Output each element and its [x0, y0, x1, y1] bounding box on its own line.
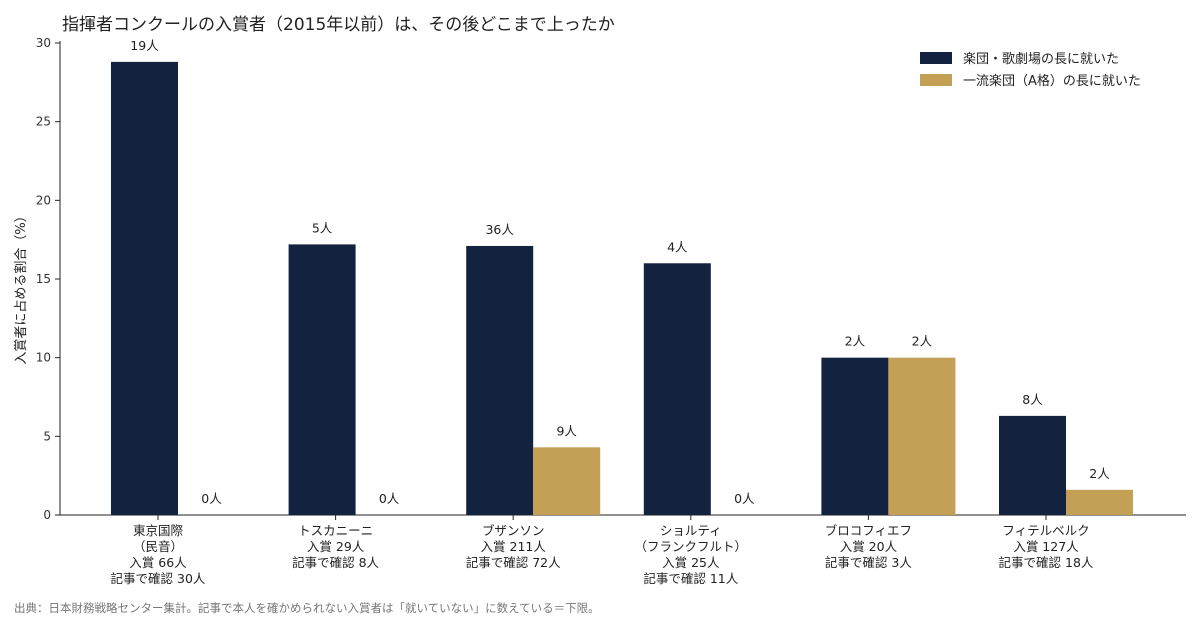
data-label: 19人	[130, 38, 159, 53]
category-label-line: 記事で確認 72人	[466, 555, 561, 570]
category-label-line: 記事で確認 11人	[643, 571, 738, 586]
y-tick-label: 20	[36, 193, 51, 207]
category-label: ブザンソン入賞 211人記事で確認 72人	[466, 523, 561, 570]
chart-title: 指揮者コンクールの入賞者（2015年以前）は、その後どこまで上ったか	[62, 15, 615, 35]
y-tick-label: 0	[43, 508, 51, 522]
data-label: 2人	[845, 334, 866, 349]
data-label: 0人	[201, 491, 222, 506]
data-label: 4人	[667, 239, 688, 254]
legend-swatch	[920, 52, 952, 64]
data-label: 8人	[1022, 392, 1043, 407]
category-label: フィテルベルク入賞 127人記事で確認 18人	[999, 523, 1094, 570]
category-label-line: 入賞 29人	[307, 539, 365, 554]
legend-swatch	[920, 74, 952, 86]
data-labels: 19人 0人 5人 0人 36人 9人 4人 0人 2人 2人 8人 2人	[130, 38, 1110, 506]
category-label: ブロコフィエフ入賞 20人記事で確認 3人	[825, 523, 913, 570]
category-label: ショルティ（フランクフルト）入賞 25人記事で確認 11人	[635, 523, 748, 586]
bar-any-chief	[466, 245, 534, 515]
bar-top-tier-chief	[888, 357, 956, 515]
data-label: 5人	[312, 220, 333, 235]
category-label-line: 記事で確認 3人	[825, 555, 912, 570]
category-label: 東京国際（民音）入賞 66人記事で確認 30人	[111, 523, 206, 586]
bar-any-chief	[643, 263, 711, 515]
bar-any-chief	[821, 357, 889, 515]
y-tick-label: 30	[36, 36, 51, 50]
y-tick-label: 25	[36, 115, 51, 129]
category-label-line: （フランクフルト）	[635, 539, 748, 554]
legend-label: 一流楽団（A格）の長に就いた	[963, 73, 1141, 89]
category-label-line: （民音）	[133, 539, 183, 554]
data-label: 2人	[912, 334, 933, 349]
category-label-line: ブザンソン	[482, 523, 545, 538]
category-label-line: 入賞 66人	[129, 555, 187, 570]
y-axis-title: 入賞者に占める割合（%）	[13, 209, 29, 364]
category-label: トスカニーニ入賞 29人記事で確認 8人	[292, 523, 379, 570]
category-label-line: ブロコフィエフ	[825, 523, 912, 538]
bar-any-chief	[288, 244, 356, 516]
category-label-line: ショルティ	[660, 523, 722, 538]
category-label-line: 記事で確認 18人	[999, 555, 1094, 570]
data-label: 9人	[556, 423, 577, 438]
data-label: 0人	[379, 491, 400, 506]
legend-label: 楽団・歌劇場の長に就いた	[963, 51, 1119, 67]
category-label-line: 記事で確認 30人	[111, 571, 206, 586]
category-label-line: トスカニーニ	[298, 523, 373, 538]
y-axis: 0 5 10 15 20 25 30	[36, 36, 61, 522]
category-label-line: フィテルベルク	[1002, 523, 1089, 538]
x-axis	[60, 514, 1186, 520]
y-tick-label: 5	[43, 429, 51, 443]
y-tick-label: 15	[36, 272, 51, 286]
data-label: 0人	[734, 491, 755, 506]
bars	[111, 61, 1133, 516]
y-tick-label: 10	[36, 351, 51, 365]
category-label-line: 東京国際	[133, 523, 184, 538]
category-label-line: 入賞 25人	[662, 555, 720, 570]
source-note: 出典：日本財務戦略センター集計。記事で本人を確かめられない入賞者は「就いていない…	[14, 601, 600, 615]
bar-top-tier-chief	[533, 447, 601, 515]
data-label: 2人	[1089, 466, 1110, 481]
bar-any-chief	[999, 415, 1066, 515]
category-label-line: 入賞 127人	[1013, 539, 1079, 554]
bar-top-tier-chief	[1066, 489, 1133, 515]
category-label-line: 記事で確認 8人	[292, 555, 379, 570]
category-label-line: 入賞 20人	[840, 539, 898, 554]
data-label: 36人	[485, 222, 514, 237]
category-label-line: 入賞 211人	[481, 539, 547, 554]
bar-any-chief	[111, 61, 178, 515]
